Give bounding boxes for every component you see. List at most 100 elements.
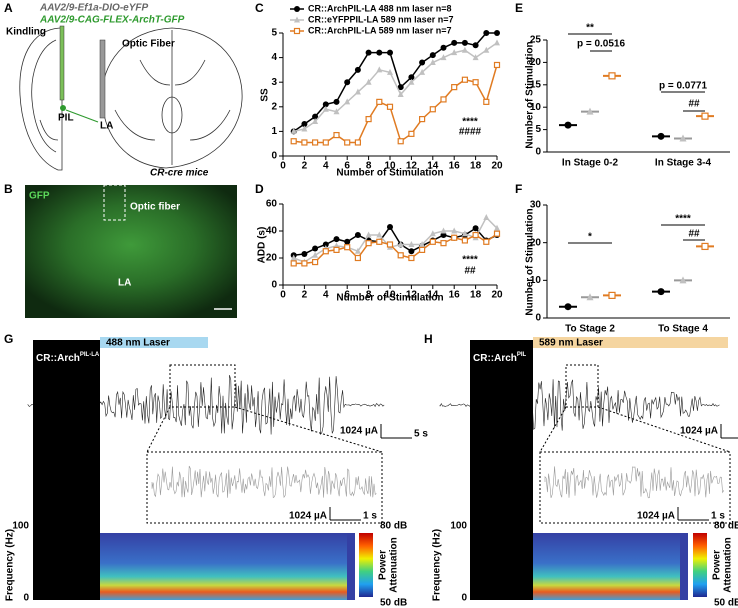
data-point: [494, 224, 500, 231]
brain-outline: [19, 27, 243, 171]
x-tick-label: 10: [384, 290, 396, 301]
x-tick-label: 14: [427, 290, 439, 301]
x-tick-label: 12: [406, 290, 418, 301]
x-tick-label: To Stage 4: [658, 324, 708, 335]
data-point: [483, 238, 490, 245]
data-point: [408, 130, 415, 137]
x-tick-label: 0: [280, 290, 286, 301]
y-tick-label: 4: [271, 52, 277, 63]
x-tick-label: 4: [323, 290, 329, 301]
data-point: [322, 241, 329, 248]
amp-scale: 1024 µA: [680, 426, 718, 437]
data-point: [376, 49, 383, 56]
laser-label: 488 nm Laser: [106, 338, 170, 349]
data-point: [365, 49, 372, 56]
significance: ****: [462, 117, 478, 128]
region-label: PIL: [58, 113, 74, 124]
colorbar: [693, 533, 707, 597]
x-tick-label: 20: [491, 290, 503, 301]
zoom-box: [539, 451, 731, 524]
data-point: [440, 240, 447, 247]
significance: ##: [464, 266, 476, 277]
x-tick-label: 2: [302, 161, 308, 172]
y-tick-label: 20: [530, 57, 542, 68]
spectrogram-artifact: [470, 533, 533, 600]
kindling-label: Kindling: [6, 27, 46, 38]
data-point: [322, 248, 329, 255]
group-label: CR::ArchPIL-LA: [36, 352, 100, 364]
colorbar-min: 50 dB: [380, 598, 407, 608]
amp-scale: 1024 µA: [637, 511, 675, 522]
y-tick-label: 3: [271, 77, 277, 88]
data-point: [344, 244, 351, 251]
y-tick-label: 2: [271, 101, 277, 112]
data-point: [483, 98, 490, 105]
colorbar-min: 50 dB: [714, 598, 738, 608]
data-point: [429, 238, 436, 245]
freq-tick: 0: [461, 593, 467, 604]
data-point: [397, 252, 404, 259]
laser-bar: [100, 337, 208, 348]
x-axis-label: Number of Stimulation: [336, 168, 443, 179]
y-tick-label: 25: [530, 35, 542, 46]
y-tick-label: 5: [535, 124, 541, 135]
x-tick-label: 2: [302, 290, 308, 301]
colorbar-label: Power: [378, 550, 389, 580]
time-scale: 1 s: [363, 511, 377, 522]
group-sup: PIL: [517, 352, 527, 358]
data-point: [333, 98, 340, 105]
data-point: [493, 230, 501, 237]
data-point: [354, 247, 361, 254]
data-point: [397, 91, 404, 97]
x-axis-label: Number of Stimulation: [336, 293, 443, 304]
data-point: [408, 248, 415, 255]
data-point: [344, 238, 351, 245]
region-label: LA: [100, 121, 113, 132]
significance: ****: [462, 255, 478, 266]
group-sup: PIL-LA: [80, 352, 100, 358]
data-point: [408, 74, 415, 81]
data-point: [344, 79, 351, 86]
y-tick-label: 10: [530, 275, 542, 286]
data-point: [429, 59, 436, 66]
y-axis-label: SS: [260, 88, 271, 102]
colorbar-label: Power: [712, 550, 723, 580]
data-point: [472, 231, 479, 239]
data-point: [354, 232, 361, 239]
data-point: [408, 254, 415, 262]
data-point: [564, 303, 572, 311]
amp-scale: 1024 µA: [289, 511, 327, 522]
panel-label: C: [255, 1, 264, 15]
data-point: [312, 251, 319, 258]
data-point: [408, 78, 415, 85]
data-point: [440, 44, 447, 51]
data-point: [461, 39, 468, 46]
zoom-source: [169, 364, 236, 408]
colorbar: [359, 533, 373, 597]
zoom-guide: [539, 406, 567, 453]
projection-arrow: [65, 109, 99, 123]
zoom-source: [565, 364, 599, 408]
amp-scale: 1024 µA: [340, 426, 378, 437]
colorbar-max: 80 dB: [380, 521, 407, 532]
data-point: [679, 134, 687, 142]
panel-label: D: [255, 182, 264, 196]
data-point: [376, 231, 383, 238]
y-tick-label: 0: [271, 151, 277, 162]
x-tick-label: 6: [344, 290, 350, 301]
significance: ##: [688, 229, 700, 240]
time-scale: 1 s: [711, 511, 725, 522]
y-tick-label: 20: [530, 237, 542, 248]
x-tick-label: 20: [491, 161, 503, 172]
data-point: [312, 258, 319, 266]
virus-label: AAV2/9-Ef1a-DIO-eYFP: [39, 3, 149, 14]
data-point: [354, 139, 361, 146]
data-point: [461, 76, 468, 83]
data-point: [365, 240, 372, 247]
freq-label: Frequency (Hz): [432, 529, 443, 601]
x-tick-label: 6: [344, 161, 350, 172]
group-name: CR::Arch: [473, 353, 517, 364]
data-point: [440, 96, 447, 103]
freq-tick: 0: [23, 593, 29, 604]
data-point: [494, 30, 500, 36]
